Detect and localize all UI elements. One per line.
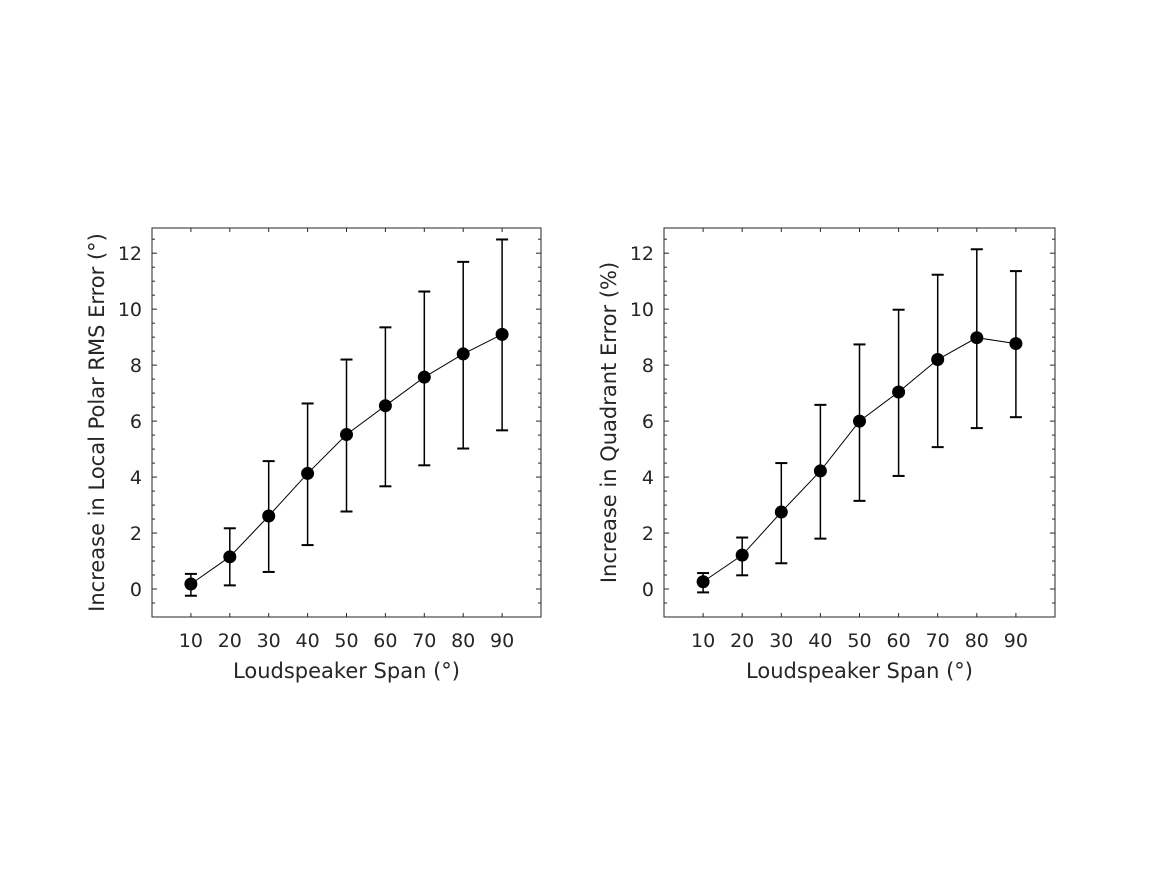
data-point — [1009, 337, 1023, 351]
x-tick-label: 40 — [808, 630, 832, 652]
x-tick-label: 90 — [1004, 630, 1028, 652]
y-tick-label: 12 — [630, 243, 654, 265]
x-tick-label: 40 — [296, 630, 320, 652]
y-tick-label: 0 — [130, 579, 142, 601]
data-point — [892, 385, 906, 399]
x-tick-label: 10 — [691, 630, 715, 652]
data-point — [456, 347, 470, 361]
y-axis-label: Increase in Quadrant Error (%) — [597, 262, 621, 583]
x-tick-label: 50 — [334, 630, 358, 652]
y-tick-label: 8 — [130, 355, 142, 377]
y-tick-label: 2 — [642, 523, 654, 545]
data-point — [378, 399, 392, 413]
data-point — [735, 548, 749, 562]
y-tick-label: 2 — [130, 523, 142, 545]
y-tick-label: 4 — [130, 467, 142, 489]
x-tick-label: 20 — [730, 630, 754, 652]
y-tick-label: 4 — [642, 467, 654, 489]
data-point — [417, 370, 431, 384]
x-tick-label: 80 — [965, 630, 989, 652]
data-point — [970, 331, 984, 345]
data-point — [495, 327, 509, 341]
y-tick-label: 6 — [130, 411, 142, 433]
y-tick-label: 0 — [642, 579, 654, 601]
y-tick-label: 10 — [118, 299, 142, 321]
y-tick-label: 8 — [642, 355, 654, 377]
x-tick-label: 80 — [451, 630, 475, 652]
x-tick-label: 60 — [373, 630, 397, 652]
y-tick-label: 12 — [118, 243, 142, 265]
x-axis-label: Loudspeaker Span (°) — [746, 659, 973, 683]
chart-2: 10 20 30 40 50 60 70 80 90 0 2 4 6 8 10 12 Loudspeaker S… — [597, 227, 1056, 683]
data-point — [262, 509, 276, 523]
chart-1: 10 20 30 40 50 60 70 80 90 0 2 4 6 8 10 12 Loudspeaker S… — [85, 227, 542, 683]
y-tick-label: 10 — [630, 299, 654, 321]
x-tick-label: 50 — [847, 630, 871, 652]
data-point — [774, 505, 788, 519]
y-tick-label: 6 — [642, 411, 654, 433]
x-axis-label: Loudspeaker Span (°) — [233, 659, 460, 683]
x-tick-label: 70 — [412, 630, 436, 652]
x-tick-label: 10 — [179, 630, 203, 652]
data-point — [223, 550, 237, 564]
x-tick-label: 70 — [926, 630, 950, 652]
data-point — [813, 464, 827, 478]
data-point — [853, 414, 866, 428]
data-point — [340, 428, 353, 442]
data-point — [301, 466, 315, 480]
x-tick-label: 30 — [769, 630, 793, 652]
x-tick-label: 90 — [490, 630, 514, 652]
x-tick-label: 30 — [257, 630, 281, 652]
data-point — [931, 353, 945, 367]
data-point — [184, 577, 198, 591]
x-tick-label: 20 — [218, 630, 242, 652]
data-point — [696, 575, 710, 589]
y-axis-label: Increase in Local Polar RMS Error (°) — [85, 233, 109, 612]
x-tick-label: 60 — [887, 630, 911, 652]
